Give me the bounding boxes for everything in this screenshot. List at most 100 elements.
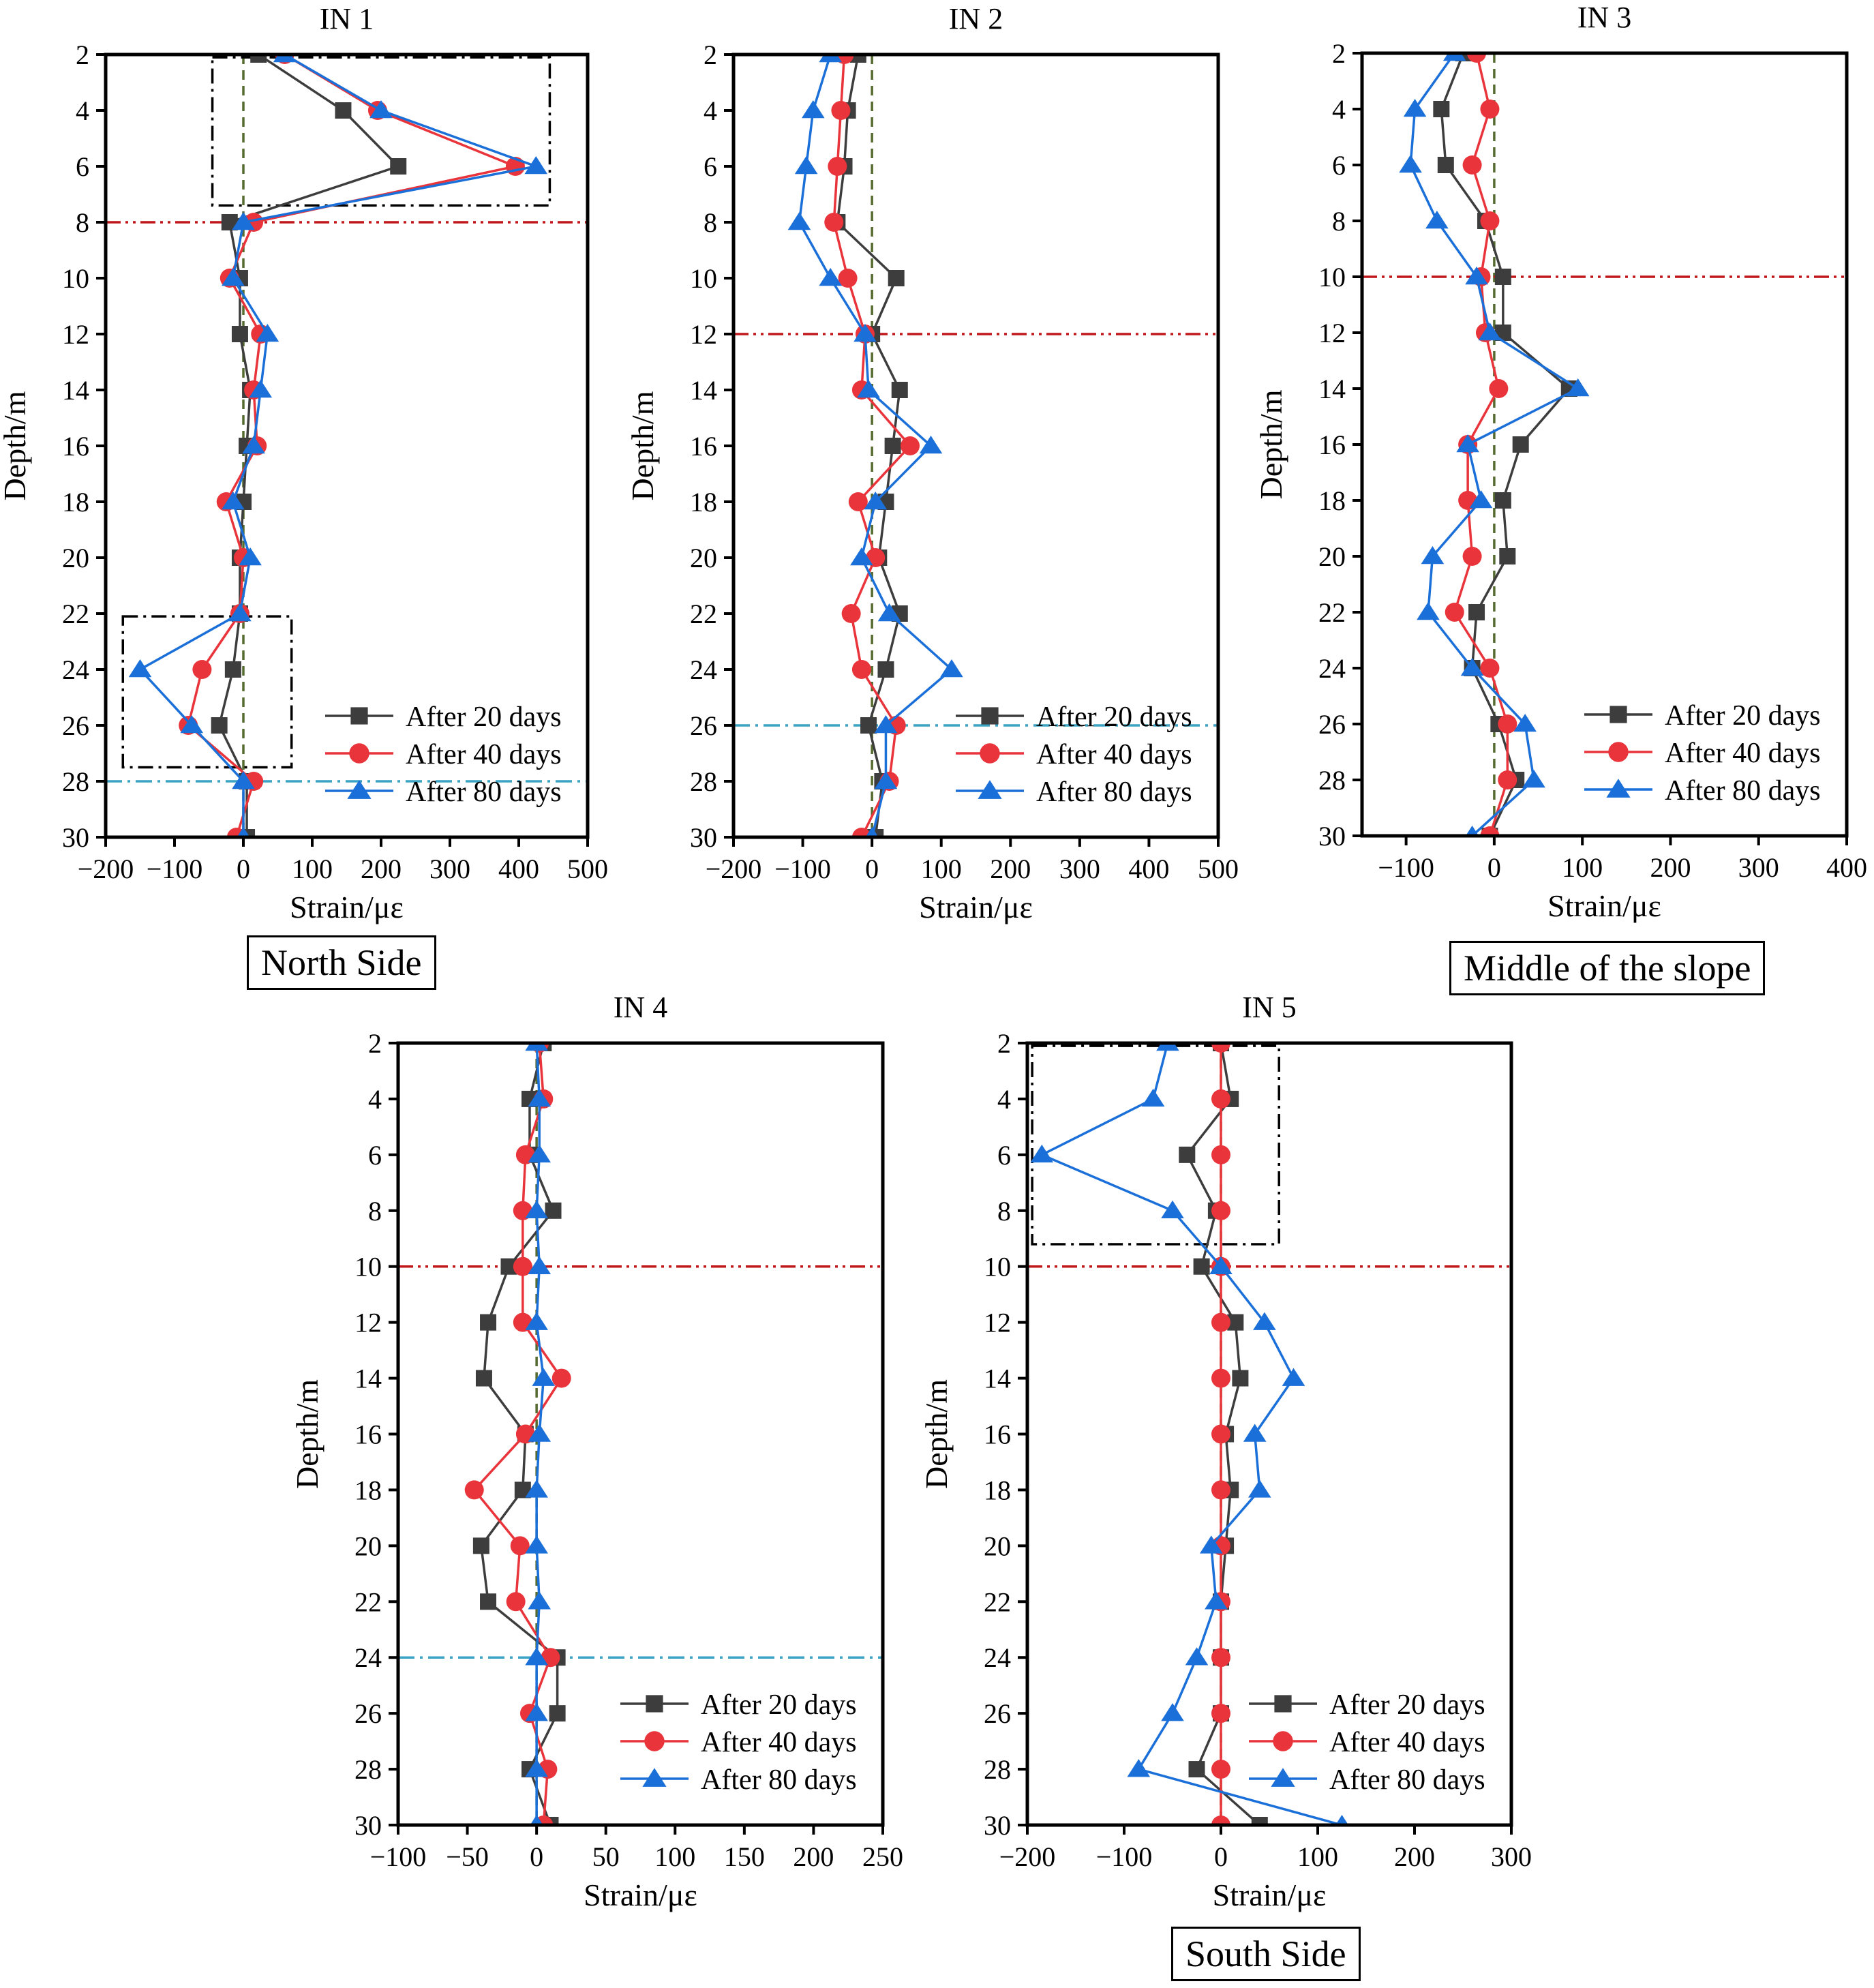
in5-series-1-point-5 xyxy=(1211,1312,1230,1332)
in5-series-1-point-3 xyxy=(1211,1201,1230,1220)
in5-series-2-point-5 xyxy=(1253,1312,1276,1330)
in1-y-tick-label-5: 12 xyxy=(62,319,89,350)
in2-series-2-point-7 xyxy=(919,436,943,454)
in5-legend-label-1: After 40 days xyxy=(1329,1727,1485,1758)
in5-series-2-point-11 xyxy=(1185,1647,1209,1666)
in1-y-tick-label-6: 14 xyxy=(62,375,89,406)
in2-x-tick-label-6: 400 xyxy=(1128,854,1169,884)
in5-series-1 xyxy=(1211,1043,1230,1825)
plot-area-in2 xyxy=(734,55,1218,837)
in2-legend-marker-2 xyxy=(978,780,1002,799)
in1-series-2-point-8 xyxy=(222,492,245,510)
in1-ylabel: Depth/m xyxy=(0,391,32,500)
in5-y-tick-label-6: 14 xyxy=(984,1364,1011,1394)
in4-series-2-point-12 xyxy=(525,1703,548,1721)
in3-series-0-point-7 xyxy=(1512,436,1529,453)
in4-y-tick-label-0: 2 xyxy=(368,1028,382,1059)
in3-legend-label-0: After 20 days xyxy=(1665,700,1821,732)
in4-series-1-point-10 xyxy=(506,1592,526,1612)
in2-title: IN 2 xyxy=(949,2,1003,35)
in2-x-tick-label-2: 0 xyxy=(865,854,879,884)
in1-x-tick-label-1: −100 xyxy=(147,854,203,884)
in2-series-2-point-11 xyxy=(940,659,963,678)
in3-y-tick-label-13: 28 xyxy=(1318,765,1346,796)
in4-legend: After 20 days After 40 days After 80 days xyxy=(620,1689,857,1796)
in3-series-1-point-6 xyxy=(1489,379,1509,398)
in1-legend-label-1: After 40 days xyxy=(406,739,562,770)
in2-y-tick-label-0: 2 xyxy=(704,40,717,70)
in5-y-tick-label-9: 20 xyxy=(984,1531,1011,1561)
in5-x-tick-label-2: 0 xyxy=(1214,1841,1228,1872)
in3-series-1-point-1 xyxy=(1480,100,1500,119)
plot-area-in1 xyxy=(106,55,588,837)
in1-highlight-box-0 xyxy=(211,56,551,207)
in2-series-0-point-7 xyxy=(884,438,901,454)
in2-y-tick-label-12: 26 xyxy=(690,710,717,741)
in3-legend-marker-2 xyxy=(1606,779,1631,798)
in4-series-2 xyxy=(525,1043,556,1825)
in5-series-2-point-7 xyxy=(1243,1424,1267,1442)
in2-x-tick-label-5: 300 xyxy=(1059,854,1100,884)
in3-y-tick-label-11: 24 xyxy=(1318,653,1346,684)
chart-in2: −200 −100 0 100 200 300 400 5002468101214161820… xyxy=(625,2,1239,924)
in2-series-1-point-3 xyxy=(824,213,844,232)
in2-legend-marker-1 xyxy=(980,743,1000,764)
in5-legend: After 20 days After 40 days After 80 days xyxy=(1249,1689,1485,1796)
in3-series-0-point-9 xyxy=(1499,548,1516,564)
in3-x-tick-label-4: 300 xyxy=(1738,852,1779,883)
in4-y-tick-label-7: 16 xyxy=(354,1419,382,1450)
in4-y-tick-label-2: 6 xyxy=(368,1140,382,1171)
in5-series-2-point-14 xyxy=(1335,1815,1349,1825)
in5-y-tick-label-10: 22 xyxy=(984,1586,1011,1617)
in5-series-2 xyxy=(1030,1043,1349,1825)
in1-x-tick-label-4: 200 xyxy=(361,854,402,884)
in5-y-tick-label-0: 2 xyxy=(997,1028,1011,1059)
in4-x-tick-label-7: 250 xyxy=(862,1841,903,1872)
in5-series-1-point-0 xyxy=(1211,1043,1230,1053)
in5-series-1-point-8 xyxy=(1211,1480,1230,1500)
in1-legend-marker-2 xyxy=(347,780,372,799)
in5-series-0-point-4 xyxy=(1193,1258,1210,1275)
in3-series-2-point-7 xyxy=(1456,434,1479,453)
in4-y-tick-label-12: 26 xyxy=(354,1698,382,1729)
in3-series-2-point-1 xyxy=(1403,99,1427,117)
in4-y-tick-label-5: 12 xyxy=(354,1308,382,1338)
in3-series-2-point-2 xyxy=(1399,155,1422,173)
in5-series-2-point-12 xyxy=(1161,1703,1184,1721)
in3-y-tick-label-1: 4 xyxy=(1332,94,1346,125)
in1-series-2-point-2 xyxy=(524,156,548,175)
in5-y-tick-label-8: 18 xyxy=(984,1475,1011,1505)
in5-series-1-point-6 xyxy=(1211,1368,1230,1388)
in4-series-2-point-4 xyxy=(528,1256,551,1274)
in1-y-tick-label-12: 26 xyxy=(62,710,89,741)
plot-area-in5 xyxy=(1027,1043,1511,1825)
in4-series-2-point-7 xyxy=(528,1424,551,1442)
in2-series-1-point-2 xyxy=(828,157,847,176)
in4-y-tick-label-3: 8 xyxy=(368,1196,382,1226)
in5-series-2-point-13 xyxy=(1127,1759,1151,1777)
in1-series-0-point-11 xyxy=(224,661,241,678)
in4-y-tick-label-8: 18 xyxy=(354,1475,382,1505)
in2-series-1-point-8 xyxy=(848,492,868,511)
in1-series-2-point-12 xyxy=(180,715,204,734)
in3-series-1-point-11 xyxy=(1480,659,1500,678)
in2-y-tick-label-6: 14 xyxy=(690,375,717,406)
in2-series-2-point-3 xyxy=(787,212,811,230)
in2-series-0-point-0 xyxy=(849,55,866,63)
in3-series-1-point-2 xyxy=(1462,155,1482,175)
in5-series-1-point-11 xyxy=(1211,1648,1230,1668)
in5-y-tick-label-2: 6 xyxy=(997,1140,1011,1171)
in1-series-2-point-14 xyxy=(237,827,250,837)
in2-y-tick-label-5: 12 xyxy=(690,319,717,350)
in1-series-2-point-13 xyxy=(232,771,255,789)
in3-ylabel: Depth/m xyxy=(1254,389,1288,499)
in4-series-1-point-8 xyxy=(464,1480,484,1500)
in3-legend-marker-0 xyxy=(1609,706,1627,723)
in3-series-2-point-4 xyxy=(1465,267,1488,285)
in4-series-1-point-9 xyxy=(510,1536,530,1556)
in4-xlabel: Strain/με xyxy=(584,1878,697,1912)
in5-series-2-point-4 xyxy=(1209,1256,1233,1274)
in1-x-tick-label-6: 400 xyxy=(498,854,539,884)
in3-legend-label-1: After 40 days xyxy=(1665,738,1821,769)
